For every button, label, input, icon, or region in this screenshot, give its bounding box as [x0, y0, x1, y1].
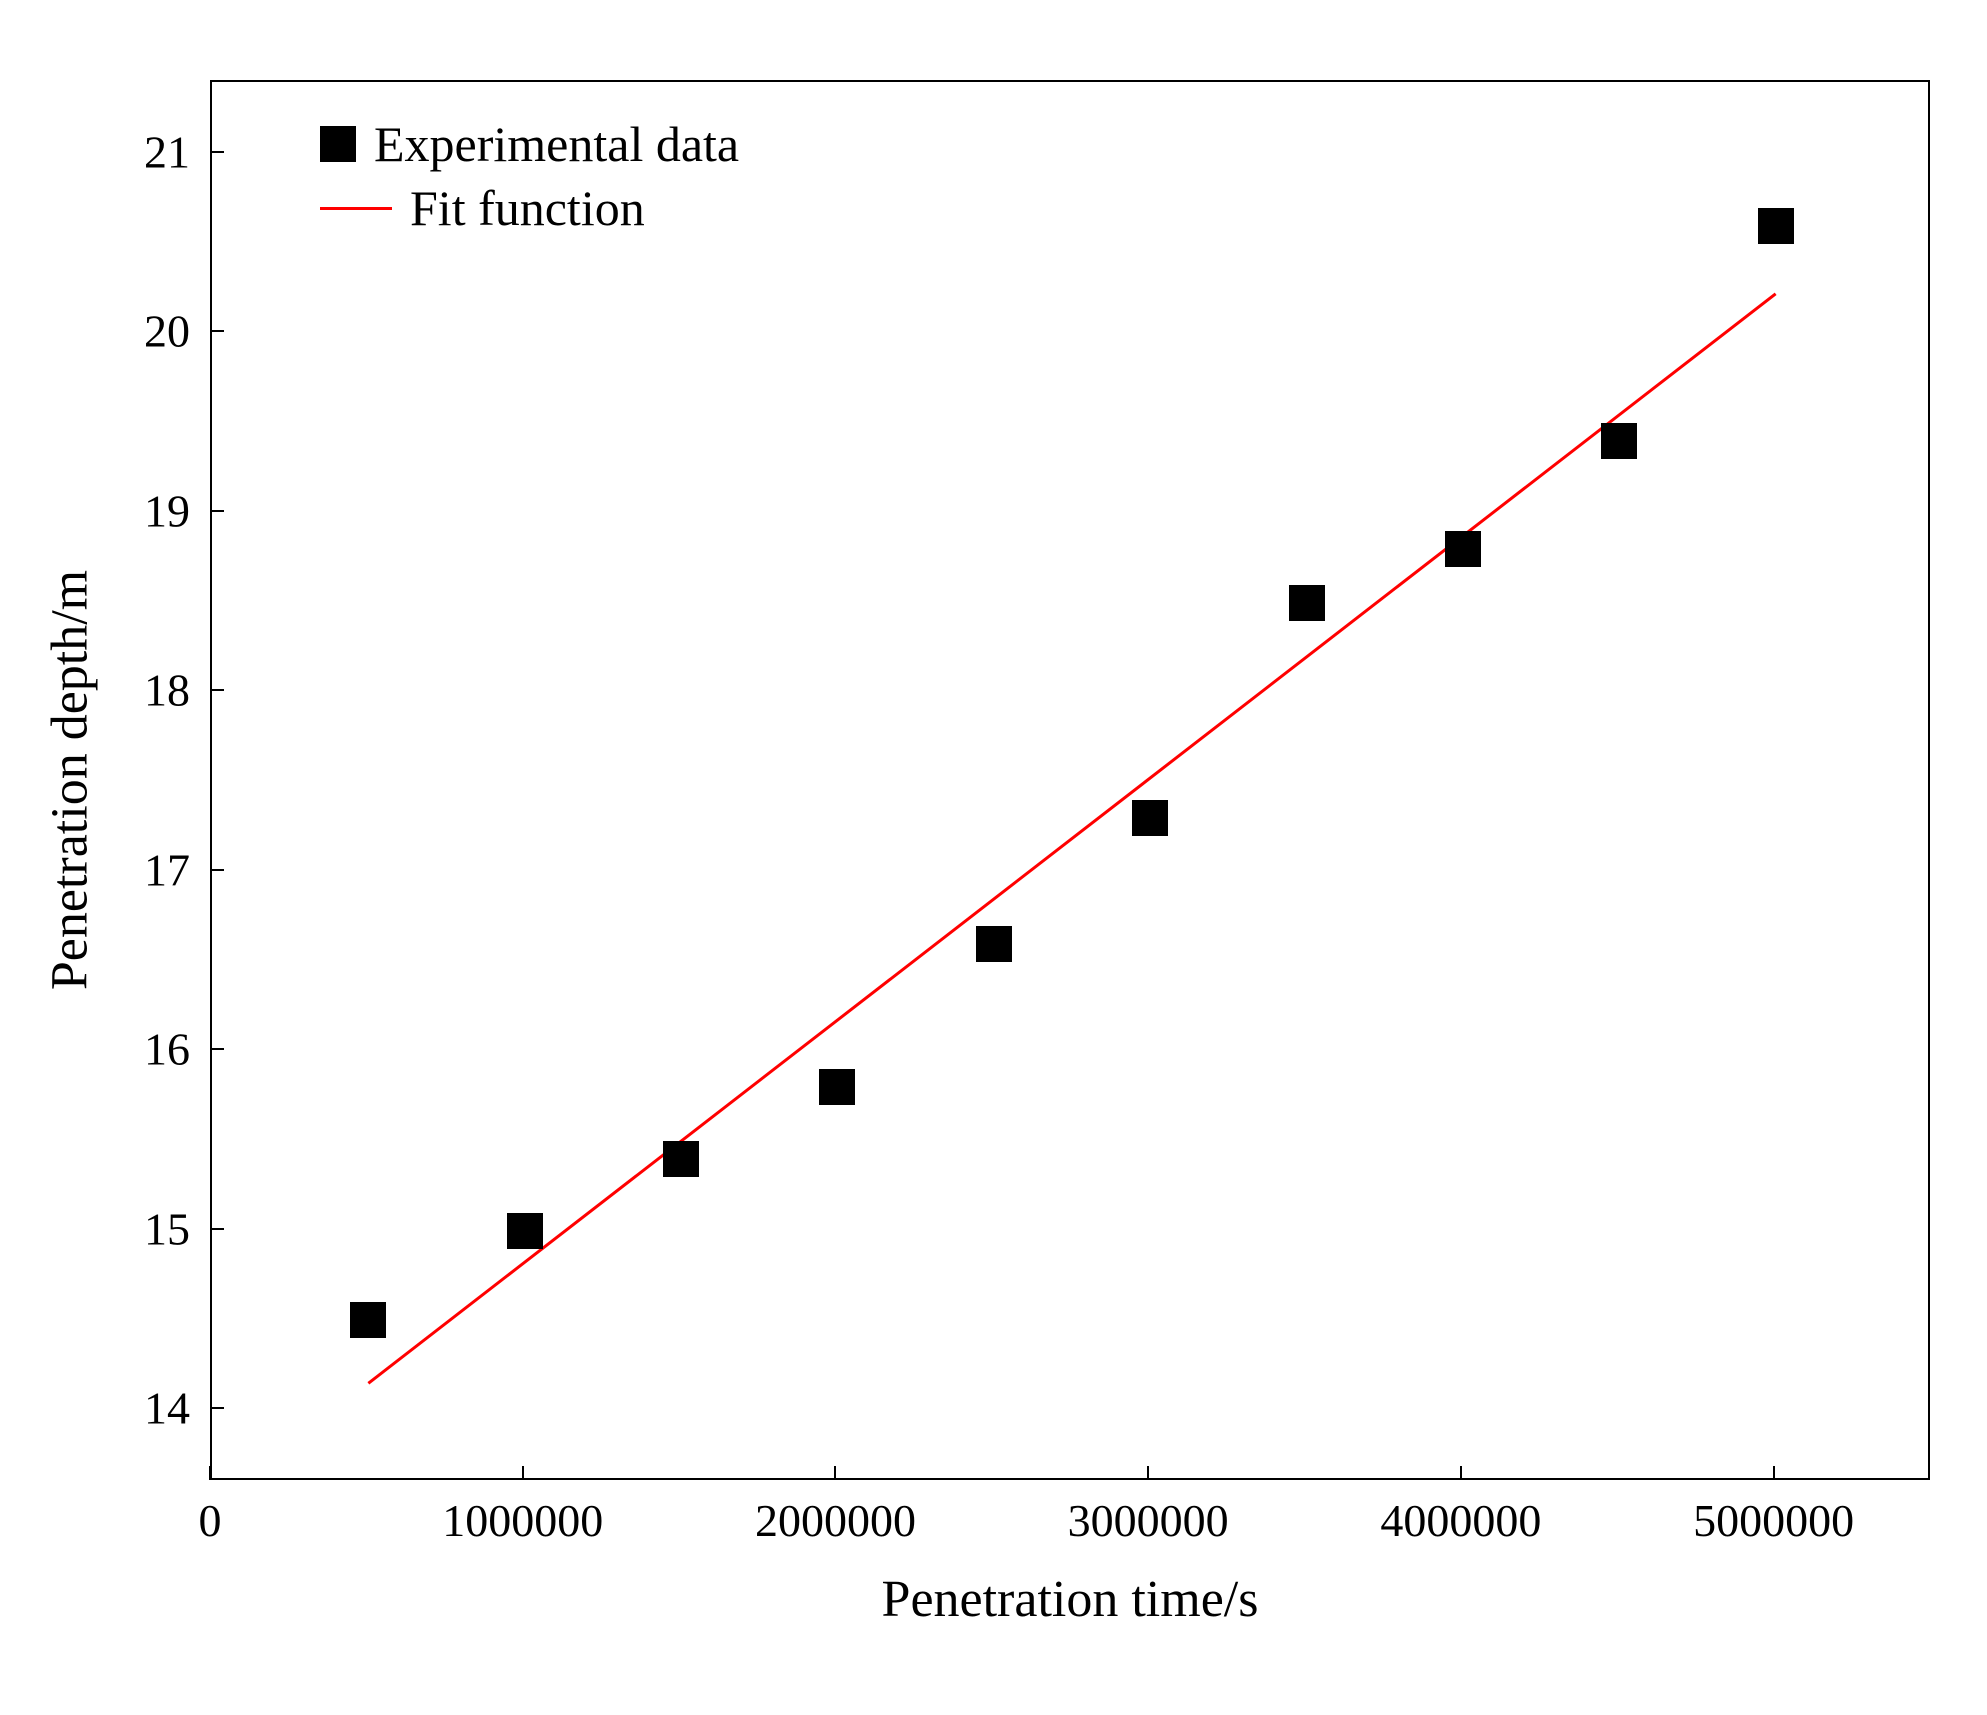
- y-tick-mark: [210, 510, 224, 512]
- x-tick-label: 4000000: [1380, 1494, 1541, 1547]
- x-tick-mark: [1460, 1466, 1462, 1480]
- y-tick-label: 15: [144, 1202, 190, 1255]
- y-tick-mark: [210, 1407, 224, 1409]
- x-tick-mark: [209, 1466, 211, 1480]
- y-tick-label: 14: [144, 1382, 190, 1435]
- y-tick-mark: [210, 689, 224, 691]
- data-point: [819, 1069, 855, 1105]
- data-point: [1132, 800, 1168, 836]
- y-tick-label: 21: [144, 125, 190, 178]
- plot-area: [210, 80, 1930, 1480]
- x-tick-label: 5000000: [1693, 1494, 1854, 1547]
- data-point: [507, 1213, 543, 1249]
- data-point: [350, 1302, 386, 1338]
- chart-container: Penetration depth/m Penetration time/s 0…: [20, 20, 1967, 1695]
- y-tick-label: 16: [144, 1023, 190, 1076]
- x-tick-mark: [1147, 1466, 1149, 1480]
- data-point: [1289, 585, 1325, 621]
- fit-line: [212, 82, 1932, 1482]
- data-point: [976, 926, 1012, 962]
- data-point: [663, 1141, 699, 1177]
- legend-label-fit: Fit function: [410, 179, 645, 237]
- legend: Experimental data Fit function: [320, 115, 739, 237]
- line-marker-icon: [320, 207, 392, 210]
- y-tick-label: 19: [144, 484, 190, 537]
- x-tick-label: 3000000: [1068, 1494, 1229, 1547]
- x-tick-mark: [1773, 1466, 1775, 1480]
- data-point: [1601, 423, 1637, 459]
- y-tick-mark: [210, 330, 224, 332]
- y-tick-label: 18: [144, 664, 190, 717]
- x-tick-label: 2000000: [755, 1494, 916, 1547]
- y-tick-label: 20: [144, 305, 190, 358]
- x-tick-label: 0: [199, 1494, 222, 1547]
- x-tick-mark: [834, 1466, 836, 1480]
- x-tick-label: 1000000: [442, 1494, 603, 1547]
- square-marker-icon: [320, 126, 356, 162]
- y-tick-mark: [210, 1228, 224, 1230]
- legend-item-experimental: Experimental data: [320, 115, 739, 173]
- y-axis-label: Penetration depth/m: [41, 570, 100, 990]
- data-point: [1758, 208, 1794, 244]
- y-tick-mark: [210, 1048, 224, 1050]
- legend-item-fit: Fit function: [320, 179, 739, 237]
- y-tick-mark: [210, 869, 224, 871]
- legend-label-experimental: Experimental data: [374, 115, 739, 173]
- y-tick-label: 17: [144, 843, 190, 896]
- data-point: [1445, 531, 1481, 567]
- x-axis-label: Penetration time/s: [882, 1570, 1259, 1629]
- x-tick-mark: [522, 1466, 524, 1480]
- y-tick-mark: [210, 151, 224, 153]
